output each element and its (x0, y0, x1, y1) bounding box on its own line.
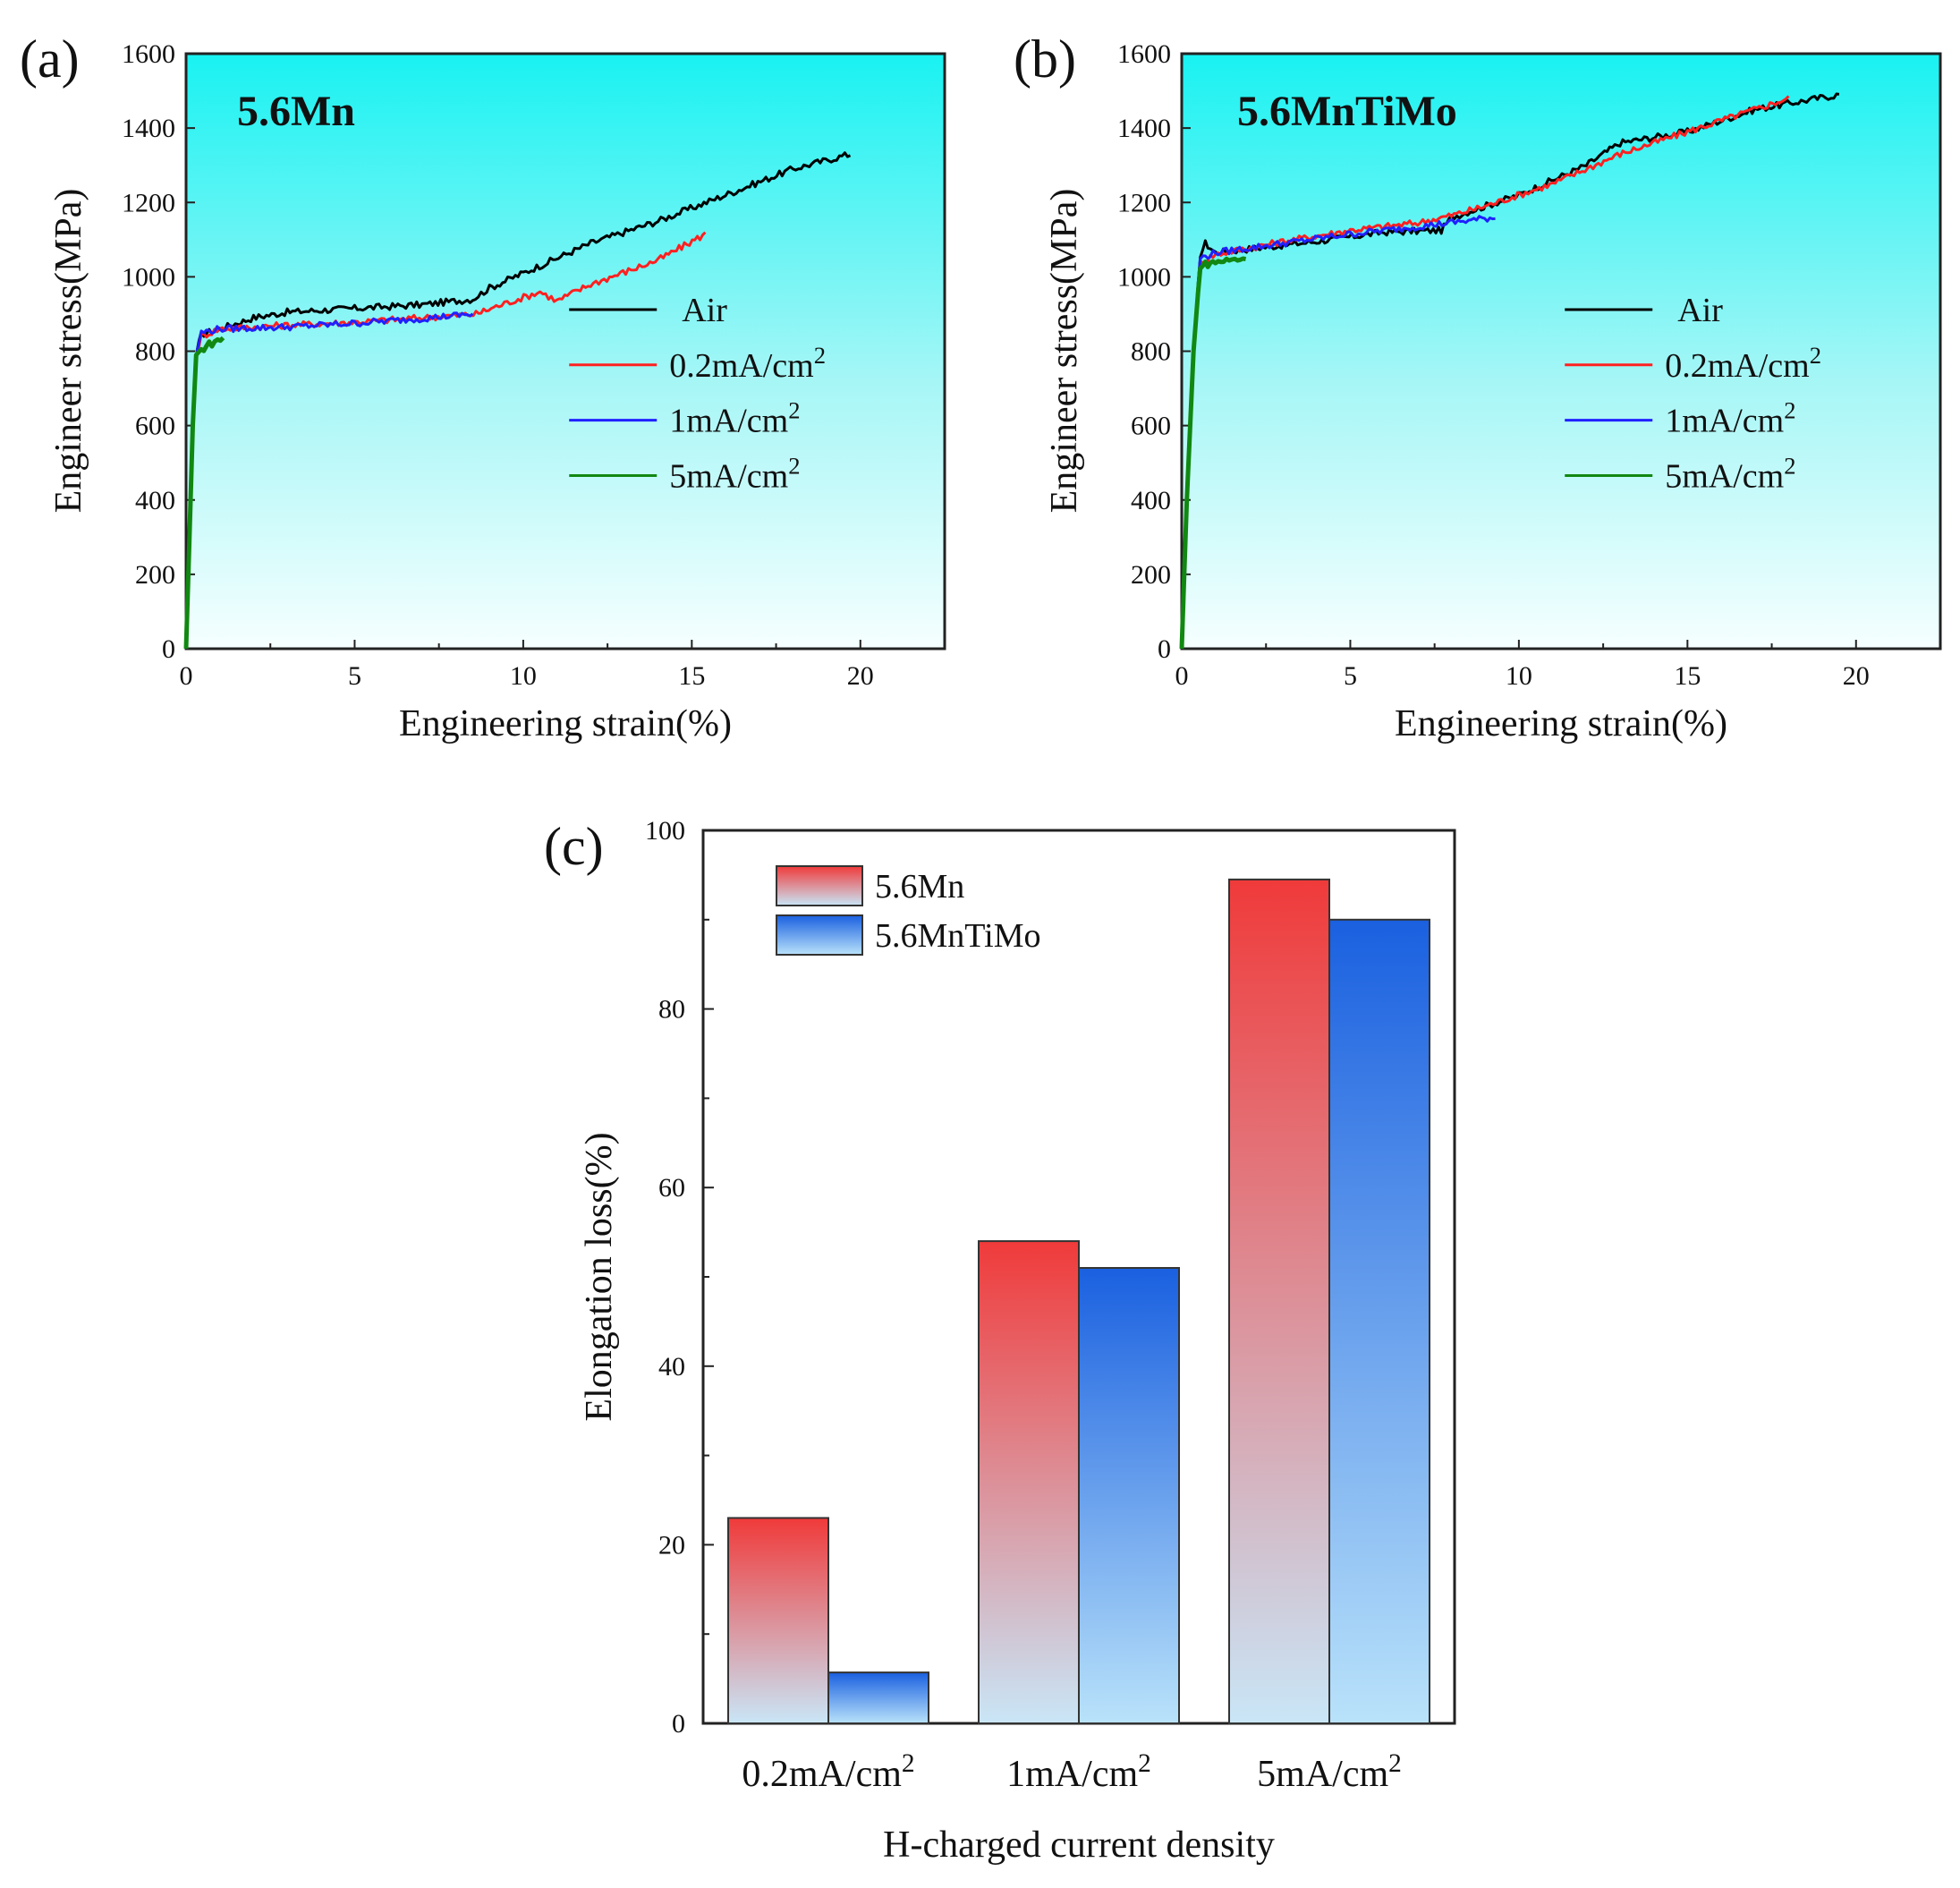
panel-c-label: (c) (544, 817, 604, 876)
a-y-tick-label: 1200 (122, 188, 175, 217)
panel-c-legend: 5.6Mn 5.6MnTiMo (776, 865, 1041, 956)
a-legend-label-4: 5mA/cm2 (669, 452, 800, 495)
a-y-tick-label: 1400 (122, 114, 175, 143)
a-x-tick-label: 0 (180, 661, 193, 691)
a-y-tick-label: 1000 (122, 262, 175, 292)
panel-b-series (1179, 92, 1840, 650)
panel-b-y-axis-title: Engineer stress(MPa) (1044, 189, 1085, 514)
a-x-tick-label: 10 (510, 661, 537, 691)
c-y-tick-label: 60 (658, 1173, 685, 1203)
c-y-tick-label: 0 (672, 1709, 685, 1739)
c-y-tick-label: 100 (645, 816, 685, 846)
panel-b-stress-strain-chart: (b) 5.6MnTiMo 0 5 10 15 20020040060080010001… (1014, 30, 1942, 744)
b-y-tick-label: 200 (1131, 560, 1171, 590)
panel-c-x-axis-title: H-charged current density (883, 1824, 1275, 1866)
a-y-tick-label: 400 (135, 486, 175, 515)
b-y-tick-label: 600 (1131, 412, 1171, 441)
b-x-tick-label: 20 (1843, 661, 1870, 691)
panel-a-label: (a) (20, 30, 80, 89)
panel-a-legend: Air 0.2mA/cm2 1mA/cm2 5mA/cm2 (569, 292, 826, 495)
a-y-tick-label: 200 (135, 560, 175, 590)
b-y-tick-label: 1400 (1117, 114, 1171, 143)
c-legend-swatch-1 (776, 865, 863, 906)
panel-b-x-axis-title: Engineering strain(%) (1395, 703, 1727, 744)
a-legend-label-1: Air (682, 292, 727, 329)
a-series-line-1 (184, 151, 852, 650)
c-y-tick-label: 80 (658, 995, 685, 1025)
c-bar-mntimo-1 (827, 1671, 929, 1725)
b-x-tick-label: 10 (1506, 661, 1532, 691)
c-legend-label-1: 5.6Mn (875, 868, 964, 906)
a-y-tick-label: 0 (162, 634, 175, 664)
panel-a-series (183, 151, 852, 650)
c-bar-mntimo-3 (1328, 918, 1430, 1725)
a-y-tick-label: 1600 (122, 39, 175, 69)
c-legend-label-2: 5.6MnTiMo (875, 917, 1041, 955)
panel-a-x-axis-title: Engineering strain(%) (399, 703, 732, 744)
b-legend-label-4: 5mA/cm2 (1665, 452, 1795, 495)
c-y-tick-label: 20 (658, 1530, 685, 1560)
b-y-tick-label: 400 (1131, 486, 1171, 515)
c-x-tick-label-2: 1mA/cm2 (1006, 1749, 1151, 1795)
panel-b-label: (b) (1014, 30, 1076, 89)
panel-a-stress-strain-chart: (a) 5.6Mn 0 5 10 15 200200400600800100012001… (20, 30, 946, 744)
c-y-tick-label: 40 (658, 1352, 685, 1382)
c-x-tick-label-1: 0.2mA/cm2 (742, 1749, 914, 1795)
panel-a-y-axis-title: Engineer stress(MPa) (48, 189, 89, 514)
b-legend-label-3: 1mA/cm2 (1665, 397, 1795, 440)
b-y-tick-label: 0 (1158, 634, 1171, 664)
panel-c-ticks: 0 20 40 60 80 100 0.2mA/cm2 1mA/cm2 5mA/cm2 (645, 816, 1402, 1795)
panel-b-title: 5.6MnTiMo (1237, 88, 1457, 135)
a-x-tick-label: 5 (348, 661, 361, 691)
b-series-line-3 (1180, 215, 1496, 650)
b-legend-label-1: Air (1677, 292, 1723, 329)
panel-a-plot-area (184, 52, 946, 651)
panel-c-y-axis-title: Elongation loss(%) (579, 1132, 620, 1421)
a-legend-label-3: 1mA/cm2 (669, 397, 800, 440)
a-y-tick-label: 600 (135, 412, 175, 441)
b-y-tick-label: 800 (1131, 337, 1171, 367)
b-series-line-2 (1180, 95, 1790, 650)
b-y-tick-label: 1000 (1117, 262, 1171, 292)
a-y-tick-label: 800 (135, 337, 175, 367)
a-x-tick-label: 15 (678, 661, 705, 691)
b-y-tick-label: 1200 (1117, 188, 1171, 217)
c-legend-swatch-2 (776, 914, 863, 956)
a-x-tick-label: 20 (847, 661, 874, 691)
a-series-line-3 (184, 311, 474, 650)
a-series-line-4 (183, 336, 225, 650)
b-x-tick-label: 0 (1175, 661, 1189, 691)
c-bar-mn-1 (727, 1517, 829, 1724)
b-x-tick-label: 15 (1674, 661, 1701, 691)
a-legend-label-2: 0.2mA/cm2 (669, 342, 826, 385)
b-series-line-4 (1179, 256, 1247, 650)
c-bar-mn-3 (1228, 878, 1330, 1724)
c-bar-mn-2 (978, 1240, 1080, 1724)
b-x-tick-label: 5 (1344, 661, 1357, 691)
b-y-tick-label: 1600 (1117, 39, 1171, 69)
c-bar-mntimo-2 (1078, 1267, 1180, 1725)
c-x-tick-label-3: 5mA/cm2 (1257, 1749, 1402, 1795)
panel-a-title: 5.6Mn (237, 88, 355, 135)
b-legend-label-2: 0.2mA/cm2 (1665, 342, 1821, 385)
panel-c-bars (727, 878, 1430, 1725)
panel-b-legend: Air 0.2mA/cm2 1mA/cm2 5mA/cm2 (1565, 292, 1821, 495)
panel-b-plot-area (1180, 52, 1942, 651)
